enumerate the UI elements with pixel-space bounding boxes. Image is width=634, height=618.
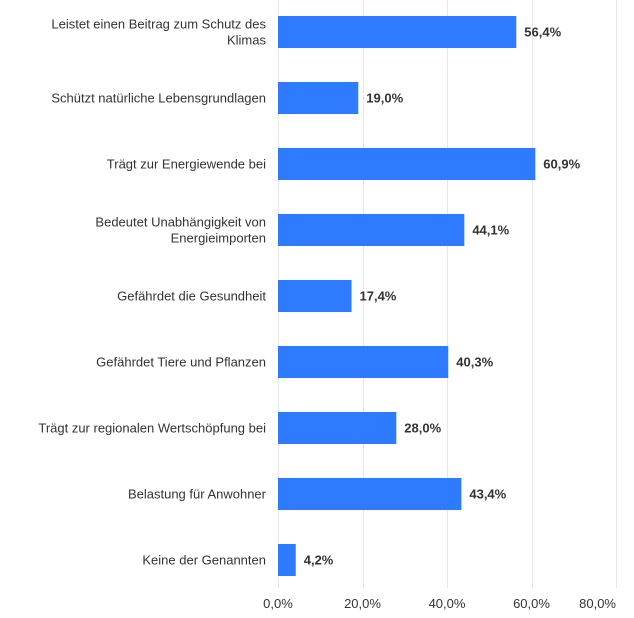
bar [278,544,296,576]
bar [278,82,359,114]
category-label: Gefährdet die Gesundheit [117,289,266,304]
value-label: 19,0% [366,91,403,106]
x-tick-label: 80,0% [579,596,616,611]
value-labels: 56,4% 19,0% 60,9% 44,1% 17,4% 40,3% 28,0% 43,4%… [304,25,581,568]
bars [278,16,536,576]
category-label: Schützt natürliche Lebensgrundlagen [51,91,266,106]
value-label: 60,9% [543,157,580,172]
value-label: 44,1% [472,223,509,238]
category-label: Keine der Genannten [142,553,266,568]
bar [278,478,462,510]
category-label: Belastung für Anwohner [128,487,267,502]
category-label: Trägt zur Energiewende bei [107,157,266,172]
category-label: Trägt zur regionalen Wertschöpfung bei [38,421,266,436]
category-label: Klimas [227,33,267,48]
category-label: Energieimporten [171,231,266,246]
value-label: 56,4% [524,25,561,40]
value-label: 4,2% [304,553,334,568]
x-tick-label: 20,0% [344,596,381,611]
x-tick-label: 0,0% [263,596,293,611]
bar [278,346,449,378]
category-label: Gefährdet Tiere und Pflanzen [96,355,266,370]
category-label: Leistet einen Beitrag zum Schutz des [51,17,266,32]
value-label: 17,4% [360,289,397,304]
bar [278,412,397,444]
x-axis-ticks: 0,0% 20,0% 40,0% 60,0% 80,0% [263,596,616,611]
bar [278,280,352,312]
value-label: 43,4% [469,487,506,502]
x-tick-label: 40,0% [429,596,466,611]
category-label: Bedeutet Unabhängigkeit von [95,215,266,230]
bar [278,148,536,180]
value-label: 28,0% [404,421,441,436]
category-labels: Leistet einen Beitrag zum Schutz desKlim… [38,17,266,568]
bar [278,214,465,246]
value-label: 40,3% [456,355,493,370]
bar [278,16,517,48]
x-tick-label: 60,0% [513,596,550,611]
